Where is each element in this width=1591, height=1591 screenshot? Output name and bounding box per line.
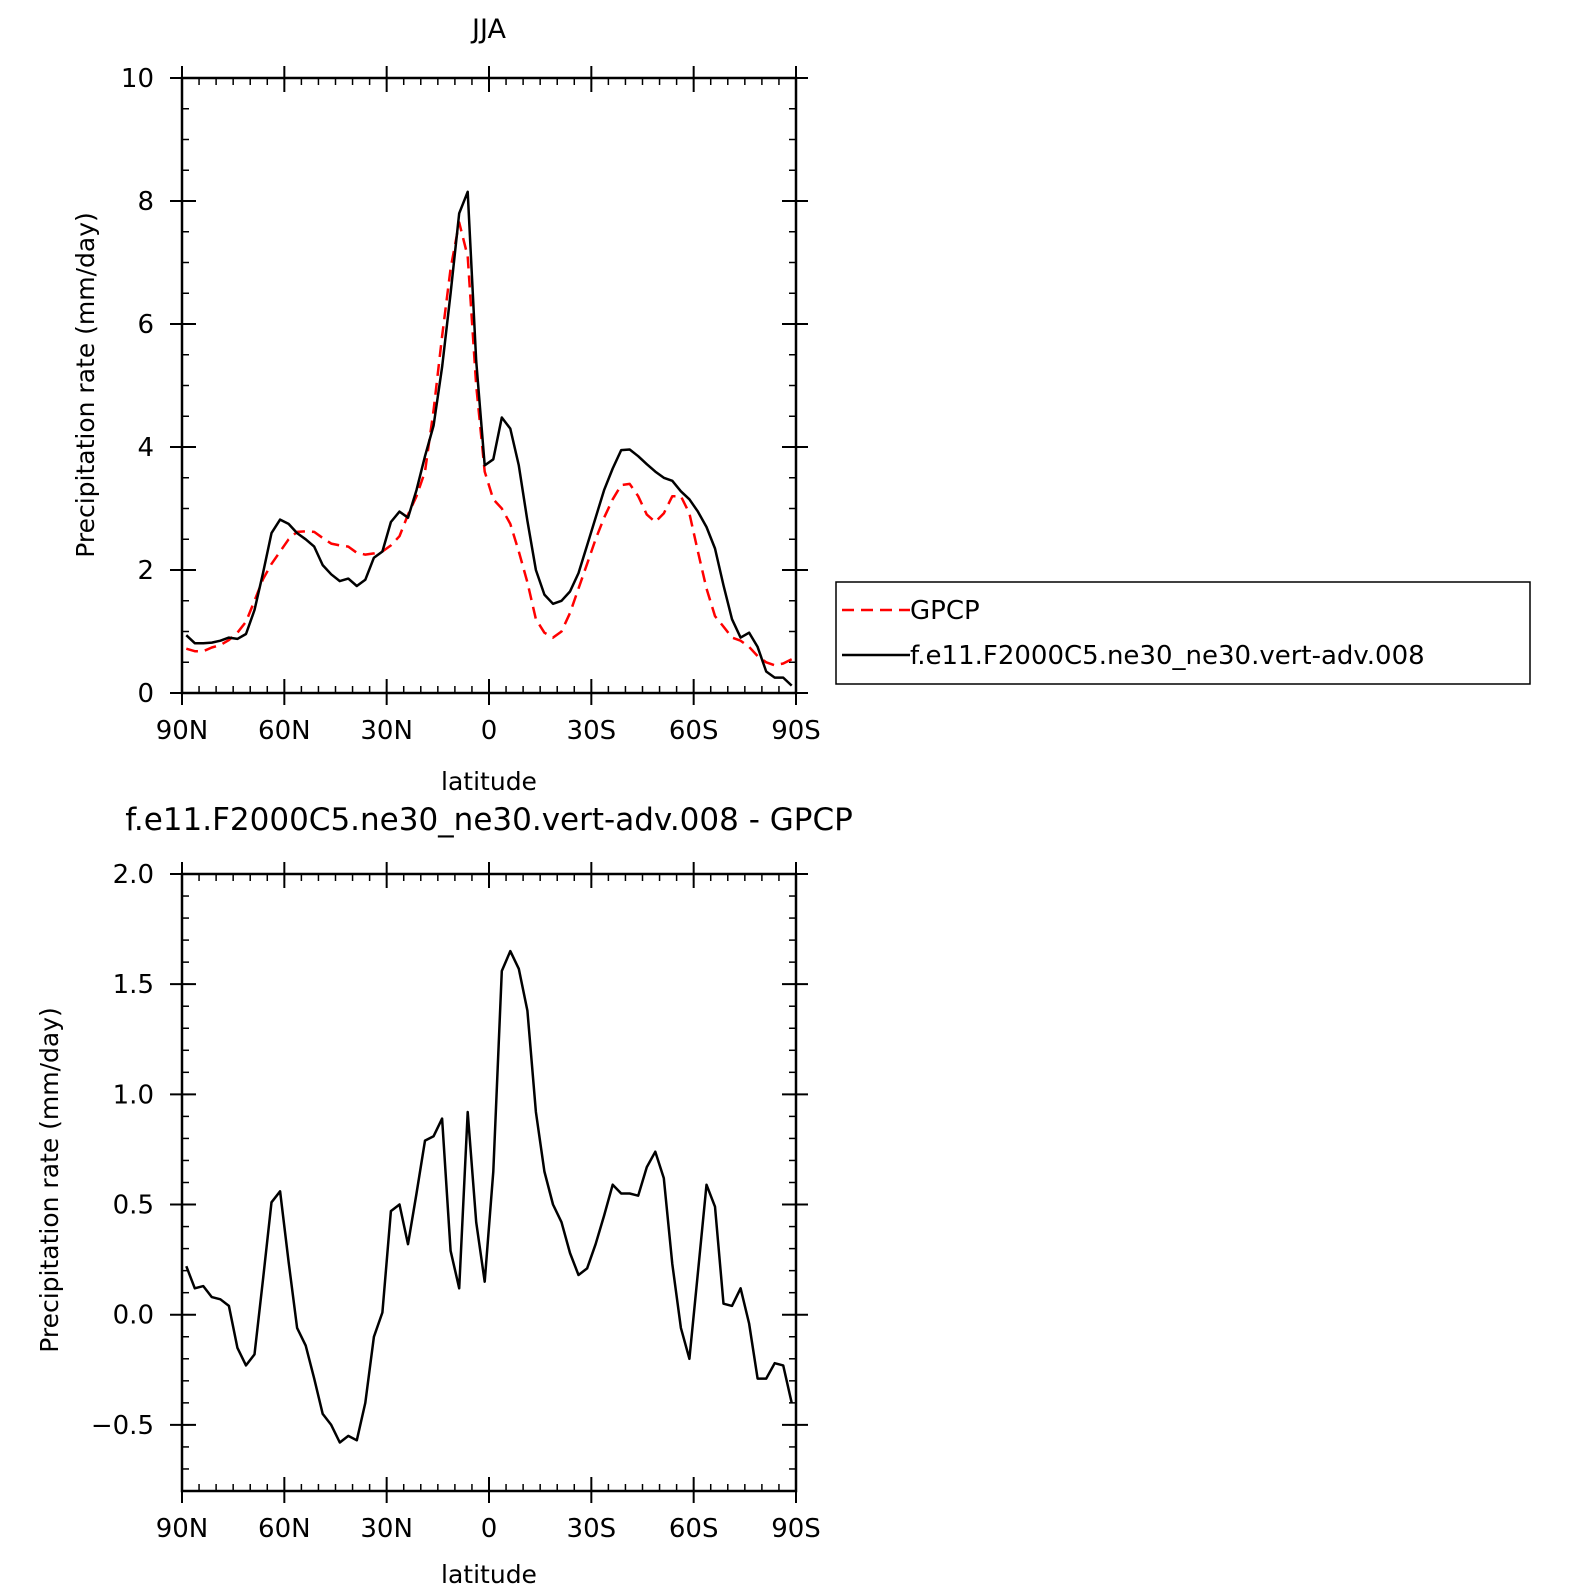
y-tick-label: 2 <box>137 556 154 586</box>
series-line-gpcp <box>185 221 793 667</box>
x-tick-label: 60N <box>258 1514 311 1544</box>
y-tick-label: −0.5 <box>91 1411 154 1441</box>
x-tick-label: 60S <box>669 716 719 746</box>
top-chart-title: JJA <box>470 14 506 45</box>
bottom-chart-frame <box>180 872 798 1493</box>
top-chart-xlabel: latitude <box>441 767 537 796</box>
top-chart-series <box>185 190 793 687</box>
x-tick-label: 30S <box>567 716 617 746</box>
bottom-chart-ticks <box>170 862 808 1503</box>
bottom-chart-series <box>185 949 793 1444</box>
y-tick-label: 10 <box>121 64 154 94</box>
y-tick-label: 6 <box>137 310 154 340</box>
x-tick-label: 30S <box>567 1514 617 1544</box>
bottom-chart-tick-labels: 90N 60N 30N 0 30S 60S 90S −0.5 0.0 0.5 1.0 1.5 2.0 <box>91 860 821 1544</box>
bottom-chart: f.e11.F2000C5.ne30_ne30.vert-adv.008 - G… <box>35 802 853 1589</box>
top-chart-legend: GPCP f.e11.F2000C5.ne30_ne30.vert-adv.00… <box>835 581 1531 685</box>
y-tick-label: 0.5 <box>113 1191 154 1221</box>
y-tick-label: 0 <box>137 679 154 709</box>
bottom-chart-ylabel: Precipitation rate (mm/day) <box>35 1007 64 1353</box>
y-tick-label: 2.0 <box>113 860 154 890</box>
x-tick-label: 60S <box>669 1514 719 1544</box>
top-chart-tick-labels: 90N 60N 30N 0 30S 60S 90S 0 2 4 6 8 10 <box>121 64 821 746</box>
x-tick-label: 90S <box>771 1514 821 1544</box>
series-line-model <box>185 190 793 687</box>
x-tick-label: 0 <box>481 716 498 746</box>
top-chart-frame <box>180 76 798 695</box>
y-tick-label: 0.0 <box>113 1301 154 1331</box>
y-tick-label: 1.5 <box>113 970 154 1000</box>
top-chart-ylabel: Precipitation rate (mm/day) <box>71 212 100 558</box>
x-tick-label: 90S <box>771 716 821 746</box>
x-tick-label: 0 <box>481 1514 498 1544</box>
x-tick-label: 90N <box>156 1514 209 1544</box>
y-tick-label: 1.0 <box>113 1080 154 1110</box>
bottom-chart-xlabel: latitude <box>441 1560 537 1589</box>
legend-label-model: f.e11.F2000C5.ne30_ne30.vert-adv.008 <box>910 641 1425 671</box>
legend-frame <box>835 581 1531 685</box>
y-tick-label: 8 <box>137 187 154 217</box>
legend-label-gpcp: GPCP <box>910 596 980 626</box>
x-tick-label: 30N <box>360 716 413 746</box>
x-tick-label: 30N <box>360 1514 413 1544</box>
y-tick-label: 4 <box>137 433 154 463</box>
bottom-chart-title: f.e11.F2000C5.ne30_ne30.vert-adv.008 - G… <box>125 802 853 838</box>
x-tick-label: 90N <box>156 716 209 746</box>
series-line-difference <box>185 949 793 1444</box>
x-tick-label: 60N <box>258 716 311 746</box>
